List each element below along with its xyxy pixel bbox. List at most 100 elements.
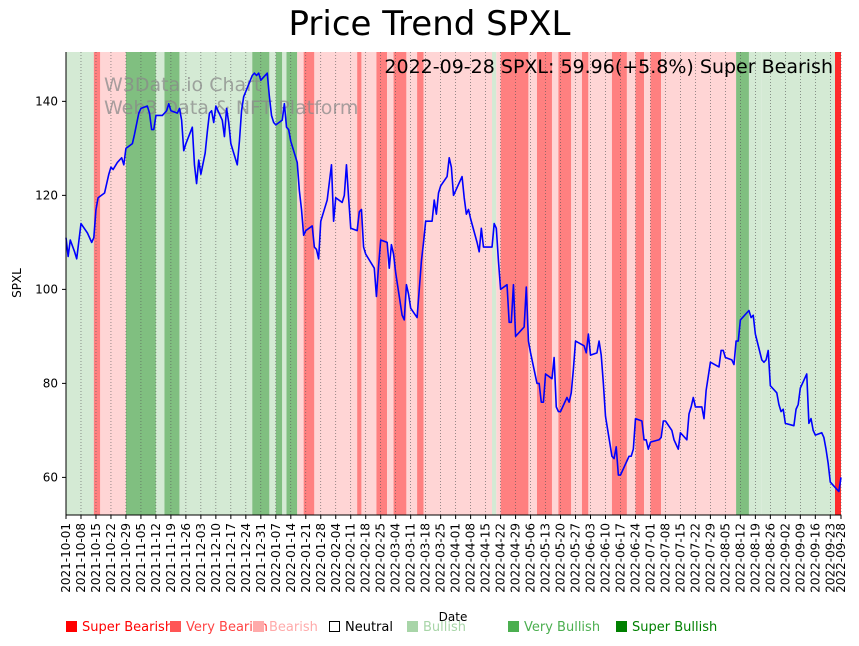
sentiment-band <box>644 52 651 515</box>
x-tick-label: 2022-07-01 <box>643 523 657 593</box>
x-tick-label: 2022-03-11 <box>404 523 418 593</box>
sentiment-band <box>588 52 612 515</box>
x-tick-label: 2022-04-08 <box>464 523 478 593</box>
x-tick-label: 2022-04-29 <box>509 523 523 593</box>
x-tick-label: 2022-09-09 <box>793 523 807 593</box>
sentiment-band <box>361 52 377 515</box>
x-tick-label: 2022-07-29 <box>703 523 717 593</box>
x-tick-label: 2021-12-31 <box>254 523 268 593</box>
sentiment-band <box>650 52 662 515</box>
legend-swatch-bearish <box>253 621 264 632</box>
x-axis-label: Date <box>439 610 468 624</box>
x-tick-label: 2022-06-17 <box>613 523 627 593</box>
sentiment-band <box>551 52 559 515</box>
x-tick-label: 2022-08-26 <box>763 523 777 593</box>
sentiment-band <box>496 52 501 515</box>
sentiment-band <box>282 52 287 515</box>
x-tick-label: 2022-04-15 <box>479 523 493 593</box>
sentiment-band <box>581 52 589 515</box>
price-annotation: 2022-09-28 SPXL: 59.96(+5.8%) Super Bear… <box>384 56 833 78</box>
x-tick-label: 2022-05-20 <box>554 523 568 593</box>
legend-label-very-bearish: Very Bearish <box>186 620 268 635</box>
x-tick-label: 2022-05-06 <box>524 523 538 593</box>
sentiment-band <box>357 52 362 515</box>
legend-swatch-very-bullish <box>508 621 519 632</box>
legend-item-super-bullish: Super Bullish <box>616 620 717 635</box>
chart-title: Price Trend SPXL <box>288 4 571 44</box>
sentiment-band <box>303 52 315 515</box>
x-tick-label: 2021-11-05 <box>134 523 148 593</box>
y-axis-label: SPXL <box>10 268 24 298</box>
x-tick-label: 2021-11-26 <box>179 523 193 593</box>
sentiment-band <box>100 52 126 515</box>
sentiment-band <box>155 52 165 515</box>
x-tick-label: 2022-06-03 <box>584 523 598 593</box>
sentiment-band <box>393 52 407 515</box>
legend-swatch-super-bullish <box>616 621 627 632</box>
x-tick-label: 2022-03-18 <box>419 523 433 593</box>
sentiment-band <box>387 52 394 515</box>
sentiment-band <box>164 52 180 515</box>
x-tick-label: 2022-07-22 <box>688 523 702 593</box>
x-tick-label: 2022-04-22 <box>494 523 508 593</box>
x-tick-label: 2022-08-12 <box>733 523 747 593</box>
x-tick-label: 2021-12-17 <box>224 523 238 593</box>
legend-label-bullish: Bullish <box>423 620 467 635</box>
x-tick-label: 2022-06-24 <box>628 523 642 593</box>
sentiment-band-final <box>835 52 841 515</box>
legend-swatch-bullish <box>407 621 418 632</box>
x-tick-label: 2022-01-28 <box>314 523 328 593</box>
sentiment-band <box>528 52 537 515</box>
legend-item-super-bearish: Super Bearish <box>66 620 173 635</box>
x-tick-label: 2021-10-22 <box>104 523 118 593</box>
x-tick-label: 2022-09-23 <box>823 523 837 593</box>
sentiment-band <box>423 52 493 515</box>
x-tick-label: 2021-12-24 <box>239 523 253 593</box>
sentiment-band <box>211 52 253 515</box>
x-tick-label: 2021-12-10 <box>209 523 223 593</box>
sentiment-band <box>275 52 283 515</box>
legend-item-neutral: Neutral <box>329 620 393 635</box>
x-tick-label: 2022-09-28 <box>834 523 848 593</box>
x-tick-label: 2022-06-10 <box>599 523 613 593</box>
x-tick-label: 2022-07-15 <box>673 523 687 593</box>
sentiment-band <box>376 52 388 515</box>
x-tick-label: 2022-09-02 <box>778 523 792 593</box>
x-tick-label: 2022-08-05 <box>718 523 732 593</box>
legend-item-very-bearish: Very Bearish <box>170 620 268 635</box>
sentiment-band <box>269 52 276 515</box>
legend-label-bearish: Bearish <box>269 620 318 635</box>
x-tick-label: 2021-10-29 <box>119 523 133 593</box>
sentiment-band <box>179 52 212 515</box>
legend-swatch-very-bearish <box>170 621 181 632</box>
x-tick-label: 2022-02-04 <box>329 523 343 593</box>
legend-swatch-neutral <box>329 621 340 632</box>
legend-label-super-bullish: Super Bullish <box>632 620 718 635</box>
sentiment-band <box>406 52 418 515</box>
y-tick-label: 80 <box>43 376 58 390</box>
watermark-line: W3Data.io Chart <box>104 74 261 96</box>
legend-item-bullish: Bullish <box>407 620 466 635</box>
sentiment-band <box>571 52 582 515</box>
sentiment-band <box>626 52 636 515</box>
legend-item-very-bullish: Very Bullish <box>508 620 600 635</box>
x-tick-label: 2022-04-01 <box>449 523 463 593</box>
y-tick-label: 120 <box>35 188 58 202</box>
x-tick-label: 2022-05-13 <box>539 523 553 593</box>
sentiment-band <box>297 52 304 515</box>
x-tick-label: 2022-05-27 <box>569 523 583 593</box>
sentiment-band <box>661 52 737 515</box>
legend-item-bearish: Bearish <box>253 620 318 635</box>
sentiment-band <box>500 52 529 515</box>
price-line-spxl <box>65 72 842 493</box>
x-tick-label: 2022-02-25 <box>374 523 388 593</box>
x-tick-label: 2021-10-01 <box>59 523 73 593</box>
x-tick-label: 2022-07-08 <box>658 523 672 593</box>
sentiment-band <box>635 52 645 515</box>
x-tick-label: 2022-01-21 <box>299 523 313 593</box>
x-tick-label: 2022-03-04 <box>389 523 403 593</box>
x-tick-label: 2021-11-19 <box>164 523 178 593</box>
watermark-line: Web3 Data & NFT Platform <box>104 97 358 119</box>
y-tick-label: 60 <box>43 470 58 484</box>
